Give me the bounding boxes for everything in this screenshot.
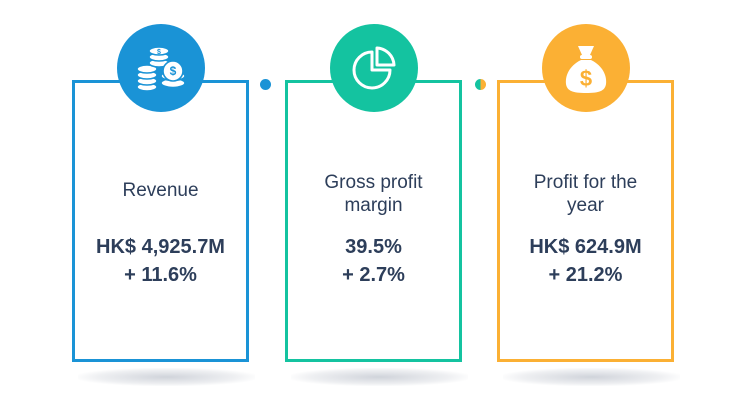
connector-dot-1 (260, 79, 271, 90)
gross-margin-value: 39.5% + 2.7% (288, 233, 459, 289)
gross-margin-amount: 39.5% (345, 236, 402, 258)
revenue-card: Revenue HK$ 4,925.7M + 11.6% $ $ (72, 24, 255, 386)
card-shadow (78, 368, 255, 386)
gross-margin-card-frame: Gross profit margin 39.5% + 2.7% (285, 80, 462, 362)
revenue-label: Revenue (122, 180, 199, 201)
connector-dot-2 (475, 79, 486, 90)
profit-value: HK$ 624.9M + 21.2% (500, 233, 671, 289)
profit-change: + 21.2% (548, 264, 623, 286)
card-shadow (291, 368, 468, 386)
coins-icon: $ $ (116, 24, 205, 112)
svg-text:$: $ (169, 64, 176, 78)
card-shadow (503, 368, 680, 386)
profit-amount: HK$ 624.9M (529, 236, 642, 258)
profit-card-frame: Profit for the year HK$ 624.9M + 21.2% (497, 80, 674, 362)
profit-label: Profit for the year (533, 172, 638, 216)
revenue-value: HK$ 4,925.7M + 11.6% (75, 233, 246, 289)
gross-margin-card: Gross profit margin 39.5% + 2.7% (285, 24, 468, 386)
pie-chart-icon (329, 24, 418, 112)
gross-margin-label: Gross profit margin (324, 172, 423, 216)
money-bag-icon: $ (541, 24, 630, 112)
profit-card: Profit for the year HK$ 624.9M + 21.2% $ (497, 24, 680, 386)
revenue-amount: HK$ 4,925.7M (96, 236, 225, 258)
gross-margin-change: + 2.7% (342, 264, 405, 286)
svg-text:$: $ (579, 66, 591, 91)
revenue-change: + 11.6% (124, 264, 197, 286)
revenue-card-frame: Revenue HK$ 4,925.7M + 11.6% (72, 80, 249, 362)
svg-text:$: $ (157, 49, 161, 56)
